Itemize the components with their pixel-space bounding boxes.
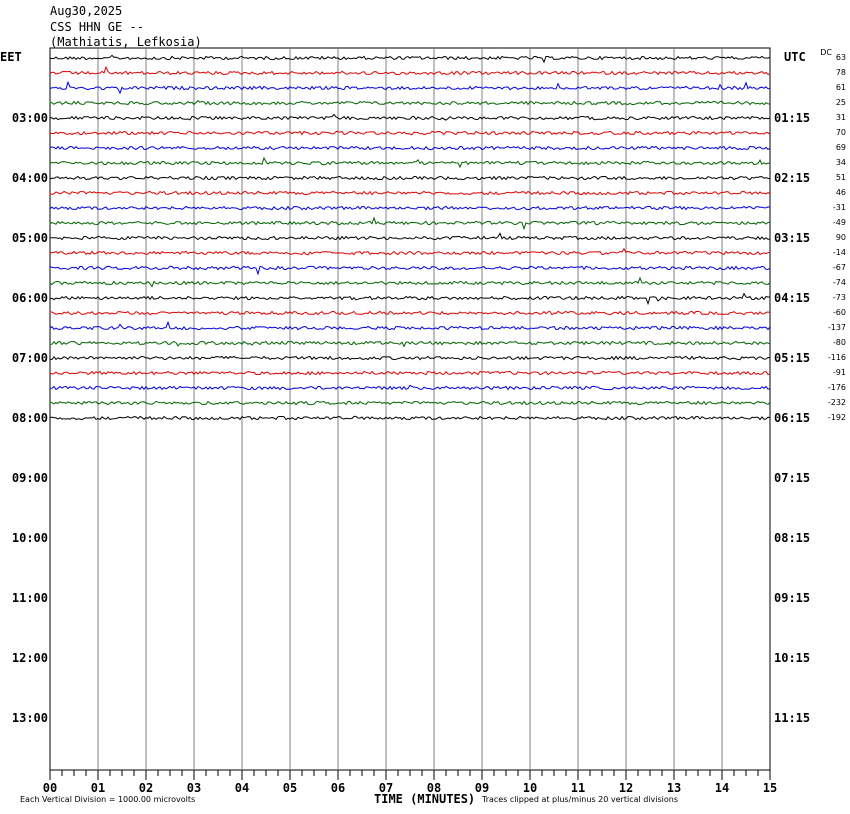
header-station: CSS HHN GE -- — [50, 20, 144, 34]
dc-offset-label: -116 — [827, 353, 846, 362]
left-hour-label: 13:00 — [11, 711, 48, 725]
right-hour-label: 06:15 — [774, 411, 811, 425]
dc-offset-label: -73 — [832, 293, 846, 302]
right-hour-label: 11:15 — [774, 711, 811, 725]
dc-offset-label: -232 — [827, 398, 846, 407]
seismic-trace — [49, 232, 771, 241]
seismic-trace — [49, 310, 771, 316]
seismic-trace — [49, 100, 771, 106]
x-tick-label: 06 — [330, 781, 346, 795]
dc-offset-label: 90 — [835, 233, 846, 242]
right-hour-label: 08:15 — [774, 531, 811, 545]
left-hour-label: 04:00 — [11, 171, 48, 185]
dc-offset-label: -67 — [832, 263, 846, 272]
left-hour-label: 03:00 — [11, 111, 48, 125]
dc-offset-label: 51 — [835, 173, 846, 182]
seismic-trace — [49, 113, 771, 121]
left-hour-label: 05:00 — [11, 231, 48, 245]
right-hour-label: 07:15 — [774, 471, 811, 485]
seismic-trace — [49, 400, 771, 406]
seismic-trace — [49, 130, 771, 136]
dc-offset-label: -137 — [827, 323, 846, 332]
x-tick-label: 10 — [522, 781, 538, 795]
x-tick-label: 07 — [378, 781, 394, 795]
right-hour-label: 04:15 — [774, 291, 811, 305]
dc-offset-label: 25 — [835, 98, 846, 107]
seismic-trace — [49, 156, 771, 169]
seismic-trace — [49, 65, 771, 76]
right-hour-label: 03:15 — [774, 231, 811, 245]
dc-offset-label: -80 — [832, 338, 846, 347]
dc-offset-label: -192 — [827, 413, 846, 422]
x-tick-label: 05 — [282, 781, 298, 795]
footer-scale-note: Each Vertical Division = 1000.00 microvo… — [20, 795, 196, 804]
x-tick-label: 11 — [570, 781, 586, 795]
header-date: Aug30,2025 — [50, 4, 123, 18]
seismic-trace — [49, 384, 771, 391]
x-axis-label: TIME (MINUTES) — [374, 792, 476, 806]
right-timezone-label: UTC — [784, 50, 806, 64]
seismic-trace — [49, 265, 771, 276]
seismic-trace — [49, 175, 771, 181]
dc-label: DC — [820, 48, 832, 57]
dc-offset-label: 69 — [835, 143, 846, 152]
seismic-trace — [49, 355, 771, 361]
x-tick-label: 03 — [186, 781, 202, 795]
footer-clip-note: Traces clipped at plus/minus 20 vertical… — [482, 795, 679, 804]
header-location: (Mathiatis, Lefkosia) — [50, 35, 202, 49]
x-tick-label: 02 — [138, 781, 154, 795]
left-hour-label: 10:00 — [11, 531, 48, 545]
dc-offset-label: 34 — [835, 158, 846, 167]
dc-offset-label: -60 — [832, 308, 846, 317]
right-hour-label: 02:15 — [774, 171, 811, 185]
x-tick-label: 14 — [714, 781, 730, 795]
seismic-trace — [49, 292, 771, 306]
seismic-trace — [49, 276, 771, 288]
left-hour-label: 09:00 — [11, 471, 48, 485]
dc-offset-label: 31 — [835, 113, 846, 122]
dc-offset-label: -74 — [832, 278, 846, 287]
seismic-trace — [49, 340, 771, 348]
seismic-trace — [49, 320, 771, 331]
dc-offset-label: 78 — [835, 68, 846, 77]
x-tick-label: 09 — [474, 781, 490, 795]
dc-offset-label: -14 — [832, 248, 846, 257]
seismic-trace — [49, 205, 771, 211]
plot-frame — [49, 47, 771, 771]
dc-offset-label: 63 — [835, 53, 846, 62]
seismic-trace — [49, 415, 771, 421]
x-tick-label: 04 — [234, 781, 250, 795]
left-hour-label: 12:00 — [11, 651, 48, 665]
seismic-trace — [49, 370, 771, 376]
x-tick-label: 15 — [762, 781, 778, 795]
dc-offset-label: 46 — [835, 188, 846, 197]
dc-offset-label: -49 — [832, 218, 846, 227]
dc-offset-label: 61 — [835, 83, 846, 92]
dc-offset-label: -91 — [832, 368, 846, 377]
right-hour-label: 10:15 — [774, 651, 811, 665]
seismic-trace — [49, 190, 771, 196]
x-tick-label: 00 — [42, 781, 58, 795]
seismic-trace — [49, 54, 771, 64]
x-tick-label: 01 — [90, 781, 106, 795]
seismic-trace — [49, 247, 771, 256]
right-hour-label: 01:15 — [774, 111, 811, 125]
right-hour-label: 05:15 — [774, 351, 811, 365]
right-hour-label: 09:15 — [774, 591, 811, 605]
left-timezone-label: EET — [0, 50, 22, 64]
left-hour-label: 07:00 — [11, 351, 48, 365]
seismic-trace — [49, 216, 771, 231]
x-tick-label: 13 — [666, 781, 682, 795]
left-hour-label: 08:00 — [11, 411, 48, 425]
seismic-trace — [49, 145, 771, 151]
left-hour-label: 11:00 — [11, 591, 48, 605]
dc-offset-label: -31 — [832, 203, 846, 212]
x-tick-label: 12 — [618, 781, 634, 795]
x-tick-label: 08 — [426, 781, 442, 795]
dc-offset-label: -176 — [827, 383, 846, 392]
dc-offset-label: 70 — [835, 128, 846, 137]
seismic-trace — [49, 80, 771, 95]
left-hour-label: 06:00 — [11, 291, 48, 305]
